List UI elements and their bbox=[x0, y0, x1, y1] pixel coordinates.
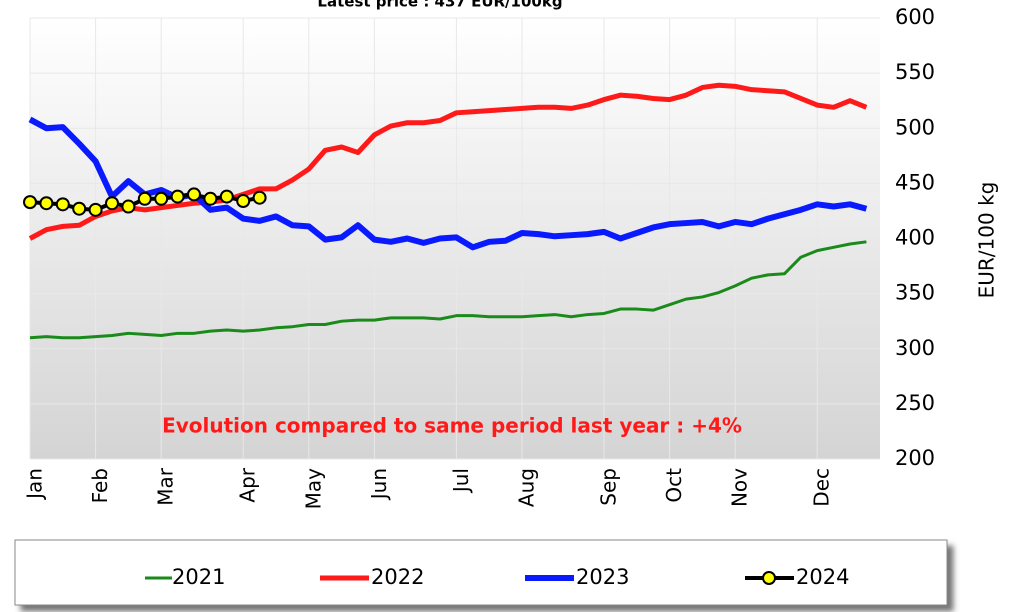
x-tick-label: Mar bbox=[154, 467, 178, 506]
x-tick-label: Dec bbox=[810, 468, 834, 507]
point-marker bbox=[154, 191, 169, 206]
legend bbox=[14, 539, 948, 606]
point-marker bbox=[170, 189, 185, 204]
point-marker bbox=[236, 194, 251, 209]
legend-label: 2021 bbox=[172, 565, 225, 589]
point-marker bbox=[72, 201, 87, 216]
series-line bbox=[28, 82, 868, 241]
point-marker bbox=[187, 187, 201, 202]
y-tick-label: 350 bbox=[895, 281, 935, 305]
x-tick-label: Jan bbox=[23, 468, 47, 501]
point-marker bbox=[23, 195, 37, 210]
point-marker bbox=[105, 196, 119, 211]
point-marker bbox=[55, 197, 70, 212]
series-line bbox=[28, 116, 868, 251]
annotation: Evolution compared to same period last y… bbox=[162, 414, 742, 438]
x-tick-label: Jul bbox=[449, 468, 473, 494]
legend-label: 2023 bbox=[576, 565, 629, 589]
x-tick-label: Jun bbox=[367, 468, 391, 501]
x-tick-label: Sep bbox=[597, 468, 621, 506]
x-tick-label: Feb bbox=[88, 468, 112, 503]
y-tick-label: 500 bbox=[895, 115, 935, 139]
x-tick-label: Nov bbox=[728, 468, 752, 507]
x-tick-label: Aug bbox=[515, 468, 539, 507]
point-marker bbox=[203, 191, 218, 206]
x-tick-label: Oct bbox=[662, 468, 686, 503]
point-marker bbox=[121, 199, 136, 214]
y-tick-label: 250 bbox=[895, 391, 935, 415]
chart-title: Latest price : 437 EUR/100kg bbox=[317, 0, 562, 11]
y-axis-title: EUR/100 kg bbox=[975, 182, 999, 299]
point-marker bbox=[219, 189, 234, 204]
series-line bbox=[29, 240, 867, 340]
legend-label: 2022 bbox=[371, 565, 424, 589]
y-tick-label: 400 bbox=[895, 226, 935, 250]
legend-label: 2024 bbox=[796, 565, 849, 589]
y-tick-label: 600 bbox=[895, 5, 935, 29]
point-marker bbox=[39, 196, 54, 211]
y-tick-label: 550 bbox=[895, 60, 935, 84]
y-tick-label: 300 bbox=[895, 336, 935, 360]
y-tick-label: 450 bbox=[895, 170, 935, 194]
x-tick-label: Apr bbox=[236, 467, 260, 502]
y-tick-label: 200 bbox=[895, 446, 935, 470]
x-tick-label: May bbox=[301, 468, 325, 510]
point-marker bbox=[137, 191, 152, 206]
point-marker bbox=[252, 190, 267, 205]
point-marker bbox=[88, 202, 103, 217]
legend-marker bbox=[762, 571, 776, 585]
